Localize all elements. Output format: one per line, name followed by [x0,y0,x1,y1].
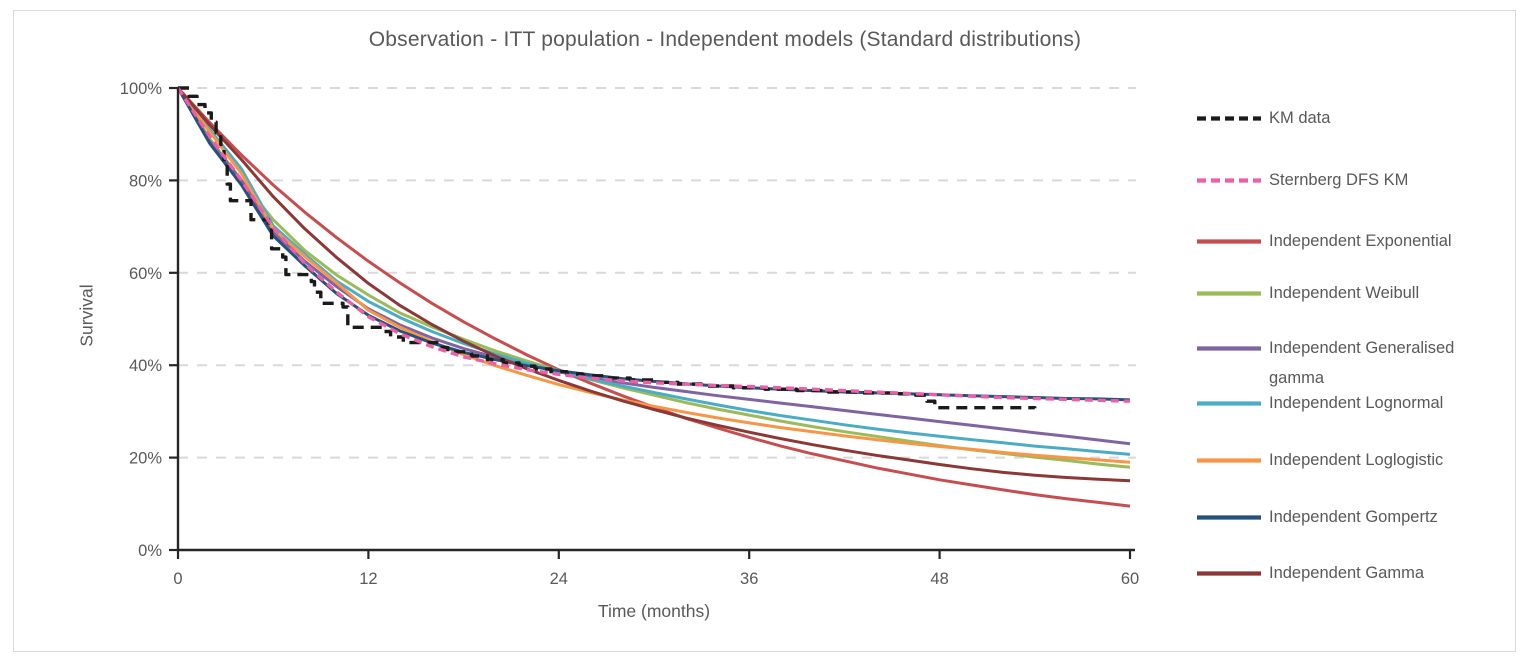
legend-label-independent-generalised-gamma: Independent Generalised gamma [1269,339,1455,387]
legend-item-sternberg-dfs-km: Sternberg DFS KM [1196,165,1484,195]
chart-title: Observation - ITT population - Independe… [368,28,1082,51]
series-line-sternberg-dfs-km [176,87,1131,403]
x-tick-label: 48 [930,570,948,588]
chart-frame [13,10,1516,652]
legend-label-independent-lognormal: Independent Lognormal [1269,394,1444,412]
series-line-independent-loglogistic [176,87,1131,464]
legend-swatch-sternberg-dfs-km [1197,178,1261,183]
legend-item-independent-generalised-gamma: Independent Generalised gamma [1196,333,1484,393]
legend-swatch-independent-loglogistic [1197,458,1261,463]
legend: KM data Sternberg DFS KM Independent Expon… [1196,0,1521,661]
y-tick-label: 40% [129,357,162,375]
axes [169,86,1135,559]
series-lines [176,86,1131,508]
legend-label-independent-gompertz: Independent Gompertz [1269,508,1438,526]
legend-label-km-data: KM data [1269,109,1331,127]
legend-swatch-km-data [1197,116,1261,121]
legend-item-independent-weibull: Independent Weibull [1196,278,1484,308]
legend-label-independent-loglogistic: Independent Loglogistic [1269,451,1444,469]
x-tick-label: 24 [550,570,568,588]
x-tick-label: 12 [359,570,377,588]
legend-label-independent-exponential: Independent Exponential [1269,232,1452,250]
y-tick-label: 0% [138,542,162,560]
y-axis-title: Survival [76,284,97,347]
legend-swatch-independent-exponential [1197,239,1261,244]
series-line-independent-gamma [176,87,1131,483]
x-tick-label: 0 [173,570,182,588]
legend-swatch-independent-weibull [1197,291,1261,296]
y-tick-label: 60% [129,265,162,283]
y-tick-label: 20% [129,450,162,468]
x-tick-label: 60 [1121,570,1139,588]
legend-item-independent-loglogistic: Independent Loglogistic [1196,445,1484,475]
legend-label-sternberg-dfs-km: Sternberg DFS KM [1269,171,1409,189]
legend-swatch-independent-gamma [1197,571,1261,576]
legend-swatch-independent-generalised-gamma [1197,346,1261,351]
gridlines [178,87,1136,459]
legend-label-independent-weibull: Independent Weibull [1269,284,1420,302]
legend-item-independent-gompertz: Independent Gompertz [1196,502,1484,532]
legend-item-independent-exponential: Independent Exponential [1196,226,1484,256]
x-axis-title: Time (months) [597,601,711,621]
legend-item-independent-lognormal: Independent Lognormal [1196,388,1484,418]
x-tick-label: 36 [740,570,758,588]
tick-labels: 0% 20% 40% 60% 80% 100% 0 12 24 36 48 60 [120,80,1139,588]
series-line-independent-generalised-gamma [176,87,1131,446]
legend-item-km-data: KM data [1196,103,1484,133]
legend-item-independent-gamma: Independent Gamma [1196,558,1484,588]
legend-swatch-independent-gompertz [1197,515,1261,520]
legend-swatch-independent-lognormal [1197,401,1261,406]
y-tick-label: 100% [120,80,163,98]
y-tick-label: 80% [129,172,162,190]
legend-label-independent-gamma: Independent Gamma [1269,564,1425,582]
series-line-km-data [178,86,1037,410]
